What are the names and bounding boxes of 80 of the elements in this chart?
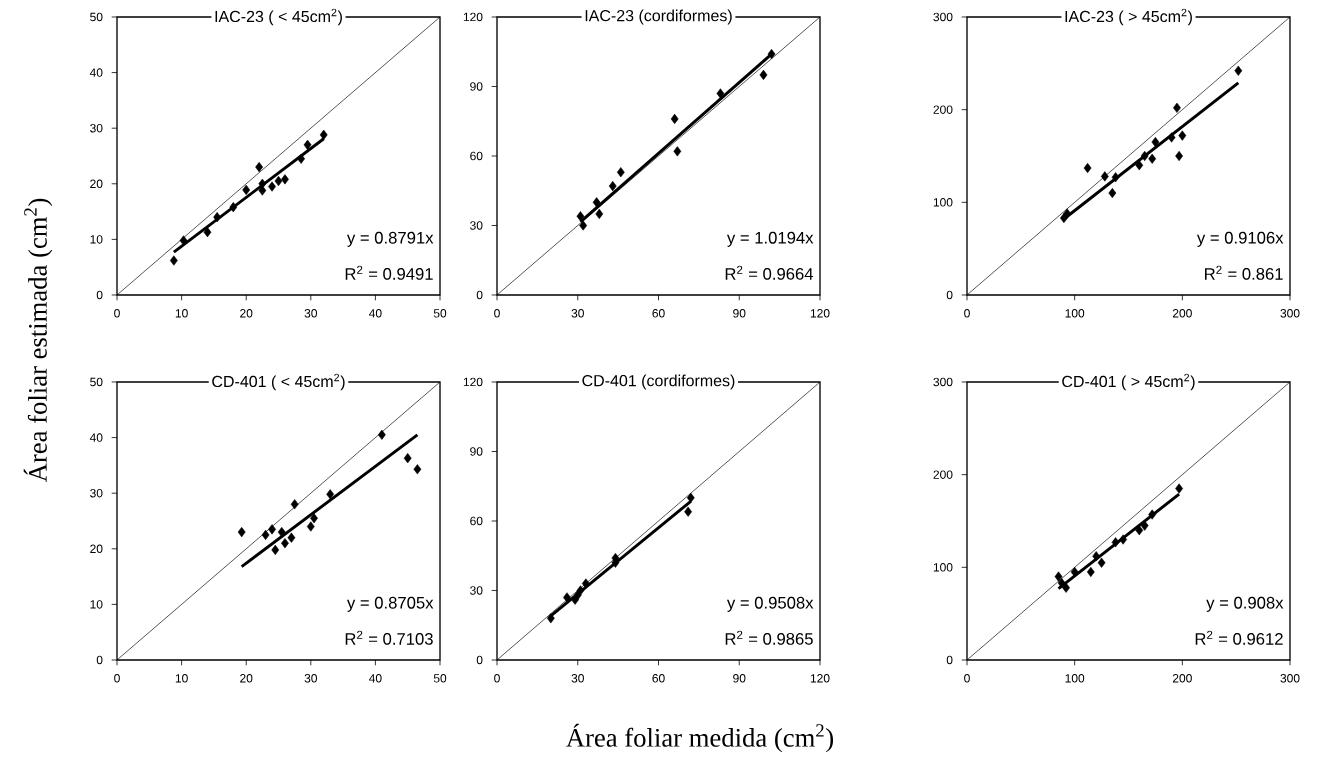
y-tick-label: 20 — [90, 179, 103, 189]
y-tick-label: 60 — [470, 516, 483, 526]
annotation: y = 0.9106x — [1196, 231, 1284, 247]
y-tick-label: 0 — [946, 290, 953, 300]
y-tick-label: 200 — [933, 105, 953, 114]
y-tick-label: 20 — [90, 544, 103, 554]
y-tick-label: 100 — [933, 563, 953, 572]
x-tick-label: 30 — [304, 309, 318, 318]
x-tick-label: 50 — [433, 309, 447, 318]
x-tick-label: 100 — [1065, 309, 1085, 318]
y-tick-label: 30 — [470, 221, 483, 230]
y-tick-label: 120 — [463, 12, 483, 22]
annotation: R$^{2}$ = 0.7103 — [345, 630, 433, 645]
chart-title: IAC-23 ( < 45cm$^{2}$) — [215, 8, 342, 26]
y-tick-label: 30 — [90, 488, 103, 498]
x-axis-title: Área foliar medida (cm$^{2}$) — [566, 723, 834, 753]
annotation: R$^{2}$ = 0.9865 — [725, 630, 813, 645]
y-tick-label: 10 — [90, 600, 103, 609]
x-tick-label: 200 — [1172, 674, 1192, 683]
y-tick-label: 60 — [470, 151, 483, 161]
y-tick-label: 90 — [470, 82, 483, 91]
chart-title: CD-401 (cordiformes) — [582, 374, 735, 390]
x-tick-label: 60 — [652, 309, 665, 318]
x-tick-label: 20 — [240, 674, 253, 683]
chart-title: CD-401 ( > 45cm$^{2}$) — [1062, 373, 1195, 391]
y-tick-label: 50 — [90, 12, 103, 22]
x-tick-label: 120 — [810, 674, 830, 683]
chart-title: IAC-23 ( > 45cm$^{2}$) — [1065, 8, 1192, 26]
y-tick-label: 120 — [463, 377, 483, 387]
x-tick-label: 40 — [369, 674, 382, 683]
y-tick-label: 50 — [90, 377, 103, 387]
annotation: y = 0.908x — [1206, 596, 1284, 612]
x-tick-label: 0 — [114, 309, 120, 318]
x-tick-label: 100 — [1065, 674, 1085, 683]
y-tick-label: 40 — [89, 68, 103, 77]
x-tick-label: 0 — [114, 674, 120, 683]
x-tick-label: 120 — [810, 309, 830, 318]
x-tick-label: 20 — [240, 309, 253, 318]
y-tick-label: 0 — [96, 655, 103, 665]
y-tick-label: 300 — [933, 12, 953, 22]
chart-title: CD-401 ( < 45cm$^{2}$) — [212, 373, 345, 391]
x-tick-label: 30 — [571, 309, 584, 318]
annotation: y = 0.8705x — [346, 596, 434, 612]
y-tick-label: 200 — [933, 470, 953, 479]
y-tick-label: 0 — [96, 290, 103, 300]
x-tick-label: 10 — [175, 309, 188, 318]
x-tick-label: 0 — [494, 309, 500, 318]
chart-title: IAC-23 (cordiformes) — [585, 9, 732, 25]
y-tick-label: 30 — [470, 586, 483, 595]
y-tick-label: 100 — [933, 198, 953, 207]
y-tick-label: 0 — [476, 290, 483, 300]
y-tick-label: 0 — [946, 655, 953, 665]
y-tick-label: 30 — [90, 123, 103, 133]
x-tick-label: 0 — [964, 674, 970, 683]
x-tick-label: 10 — [175, 674, 188, 683]
annotation: y = 1.0194x — [726, 231, 814, 247]
y-tick-label: 40 — [89, 433, 103, 442]
y-tick-label: 300 — [933, 377, 953, 387]
x-tick-label: 90 — [733, 309, 746, 318]
y-tick-label: 10 — [90, 235, 103, 244]
y-tick-label: 90 — [470, 447, 483, 456]
x-tick-label: 0 — [494, 674, 500, 683]
x-tick-label: 200 — [1172, 309, 1192, 318]
x-tick-label: 90 — [733, 674, 746, 683]
x-tick-label: 50 — [433, 674, 447, 683]
x-tick-label: 60 — [652, 674, 665, 683]
annotation: y = 0.9508x — [726, 596, 814, 612]
annotation: y = 0.8791x — [346, 231, 434, 247]
annotation: R$^{2}$ = 0.9664 — [725, 265, 814, 280]
x-tick-label: 40 — [369, 309, 382, 318]
x-tick-label: 300 — [1280, 309, 1300, 318]
x-tick-label: 0 — [964, 309, 970, 318]
x-tick-label: 300 — [1280, 674, 1300, 683]
y-tick-label: 0 — [476, 655, 483, 665]
x-tick-label: 30 — [571, 674, 584, 683]
x-tick-label: 30 — [304, 674, 318, 683]
annotation: R$^{2}$ = 0.9612 — [1195, 630, 1283, 645]
y-axis-title: Área foliar estimada (cm$^{2}$) — [23, 198, 53, 483]
annotation: R$^{2}$ = 0.861 — [1205, 265, 1283, 280]
annotation: R$^{2}$ = 0.9491 — [345, 265, 433, 280]
